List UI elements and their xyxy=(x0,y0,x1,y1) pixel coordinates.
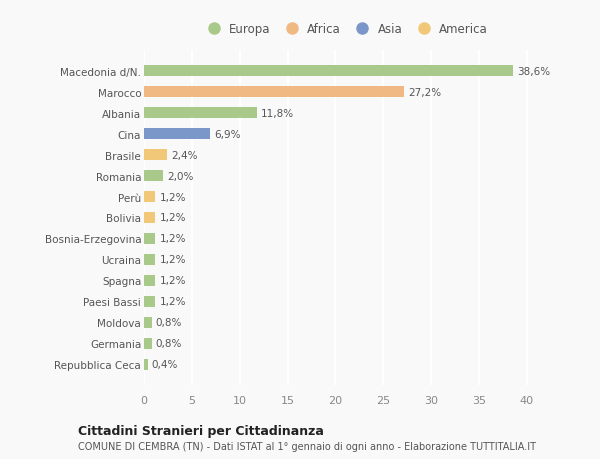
Text: 2,4%: 2,4% xyxy=(171,150,197,160)
Bar xyxy=(144,338,152,349)
Text: 1,2%: 1,2% xyxy=(160,213,186,223)
Bar xyxy=(144,254,155,266)
Text: 1,2%: 1,2% xyxy=(160,276,186,286)
Bar xyxy=(144,296,155,308)
Legend: Europa, Africa, Asia, America: Europa, Africa, Asia, America xyxy=(199,20,491,39)
Text: COMUNE DI CEMBRA (TN) - Dati ISTAT al 1° gennaio di ogni anno - Elaborazione TUT: COMUNE DI CEMBRA (TN) - Dati ISTAT al 1°… xyxy=(78,441,536,451)
Text: Cittadini Stranieri per Cittadinanza: Cittadini Stranieri per Cittadinanza xyxy=(78,424,324,437)
Text: 2,0%: 2,0% xyxy=(167,171,193,181)
Text: 1,2%: 1,2% xyxy=(160,255,186,265)
Text: 0,8%: 0,8% xyxy=(155,339,182,349)
Bar xyxy=(144,150,167,161)
Bar xyxy=(144,87,404,98)
Text: 0,4%: 0,4% xyxy=(152,359,178,369)
Text: 11,8%: 11,8% xyxy=(261,108,294,118)
Bar xyxy=(144,129,210,140)
Bar xyxy=(144,212,155,224)
Bar xyxy=(144,170,163,182)
Text: 1,2%: 1,2% xyxy=(160,192,186,202)
Bar xyxy=(144,233,155,245)
Text: 0,8%: 0,8% xyxy=(155,318,182,328)
Bar xyxy=(144,107,257,119)
Text: 27,2%: 27,2% xyxy=(408,87,441,97)
Bar xyxy=(144,317,152,329)
Bar xyxy=(144,275,155,286)
Text: 6,9%: 6,9% xyxy=(214,129,241,139)
Text: 1,2%: 1,2% xyxy=(160,234,186,244)
Text: 1,2%: 1,2% xyxy=(160,297,186,307)
Bar xyxy=(144,359,148,370)
Bar xyxy=(144,66,514,77)
Bar xyxy=(144,191,155,203)
Text: 38,6%: 38,6% xyxy=(517,67,550,77)
